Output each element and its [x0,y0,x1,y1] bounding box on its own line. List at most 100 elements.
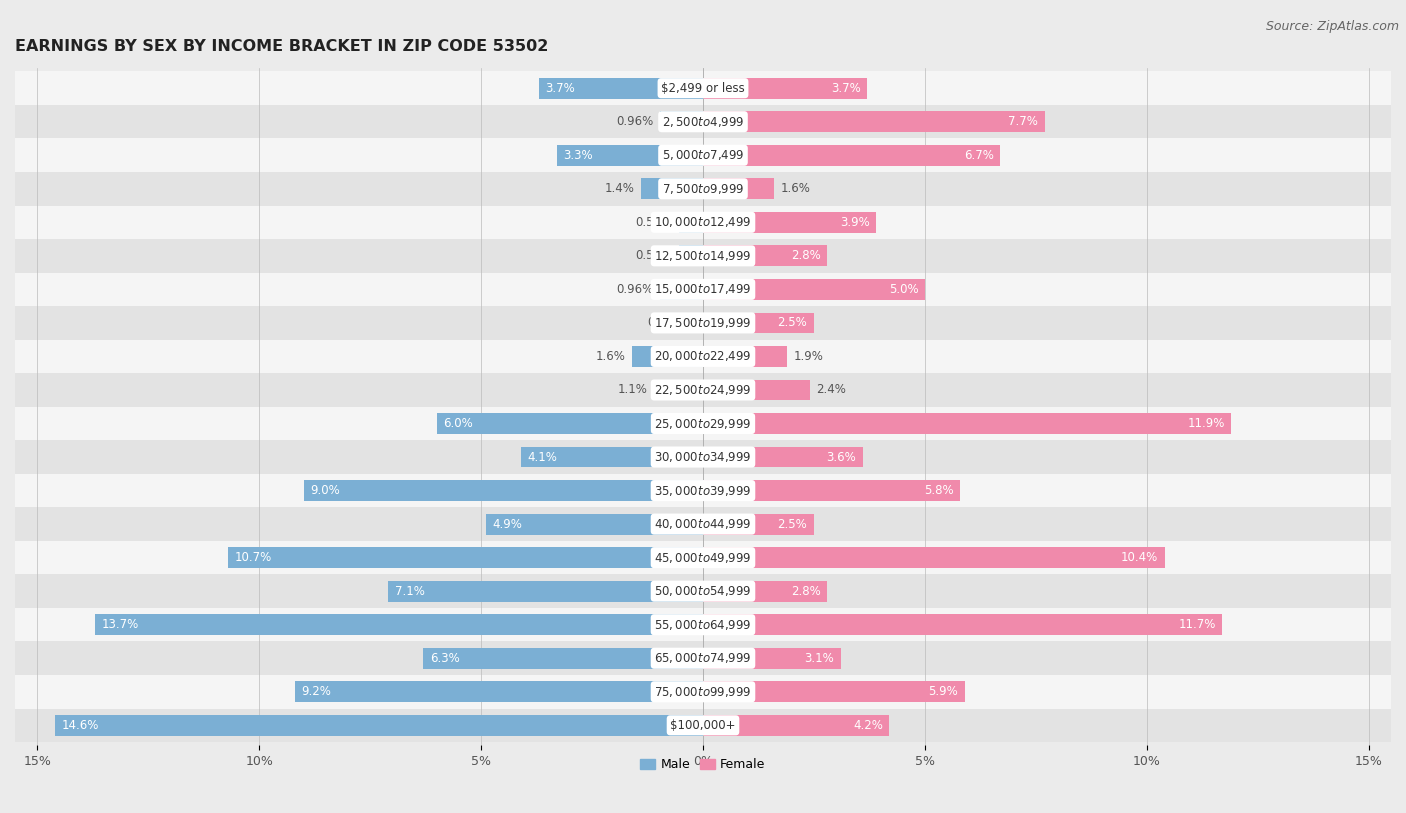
Bar [15,340,1391,373]
Bar [703,346,787,367]
Bar [703,514,814,534]
Bar [228,547,703,568]
Text: 4.1%: 4.1% [527,450,558,463]
Text: 6.7%: 6.7% [965,149,994,162]
Text: $15,000 to $17,499: $15,000 to $17,499 [654,282,752,297]
Text: 3.1%: 3.1% [804,652,834,665]
Text: 0.27%: 0.27% [647,316,685,329]
Text: $30,000 to $34,999: $30,000 to $34,999 [654,450,752,464]
Bar [15,406,1391,441]
Text: 5.0%: 5.0% [889,283,918,296]
Bar [423,648,703,668]
Text: 10.7%: 10.7% [235,551,271,564]
Text: $22,500 to $24,999: $22,500 to $24,999 [654,383,752,397]
Text: 1.1%: 1.1% [617,384,648,397]
Bar [690,312,703,333]
Bar [641,178,703,199]
Bar [654,380,703,400]
Bar [15,474,1391,507]
Bar [703,111,1045,132]
Bar [388,580,703,602]
Text: 7.7%: 7.7% [1008,115,1038,128]
Bar [703,547,1164,568]
Text: 9.2%: 9.2% [301,685,332,698]
Text: 2.5%: 2.5% [778,518,807,531]
Text: $65,000 to $74,999: $65,000 to $74,999 [654,651,752,665]
Text: 4.9%: 4.9% [492,518,522,531]
Text: 7.1%: 7.1% [395,585,425,598]
Text: 3.7%: 3.7% [831,81,860,94]
Bar [15,541,1391,575]
Text: Source: ZipAtlas.com: Source: ZipAtlas.com [1265,20,1399,33]
Bar [538,78,703,98]
Text: 2.8%: 2.8% [792,585,821,598]
Bar [703,178,775,199]
Bar [631,346,703,367]
Bar [15,239,1391,272]
Bar [703,413,1232,434]
Bar [55,715,703,736]
Text: 6.3%: 6.3% [430,652,460,665]
Text: 13.7%: 13.7% [101,618,139,631]
Bar [679,212,703,233]
Text: 5.8%: 5.8% [924,484,953,497]
Text: 3.3%: 3.3% [564,149,593,162]
Bar [15,105,1391,138]
Text: 1.6%: 1.6% [596,350,626,363]
Text: 9.0%: 9.0% [311,484,340,497]
Bar [15,206,1391,239]
Bar [522,446,703,467]
Text: 2.5%: 2.5% [778,316,807,329]
Legend: Male, Female: Male, Female [636,754,770,776]
Text: 14.6%: 14.6% [62,719,98,732]
Bar [703,78,868,98]
Text: $55,000 to $64,999: $55,000 to $64,999 [654,618,752,632]
Text: 2.8%: 2.8% [792,250,821,263]
Bar [679,246,703,266]
Bar [15,138,1391,172]
Bar [703,715,890,736]
Text: EARNINGS BY SEX BY INCOME BRACKET IN ZIP CODE 53502: EARNINGS BY SEX BY INCOME BRACKET IN ZIP… [15,39,548,54]
Text: 11.7%: 11.7% [1178,618,1216,631]
Bar [15,441,1391,474]
Bar [15,72,1391,105]
Text: 0.96%: 0.96% [616,283,654,296]
Text: $2,499 or less: $2,499 or less [661,81,745,94]
Bar [15,575,1391,608]
Text: $75,000 to $99,999: $75,000 to $99,999 [654,685,752,699]
Text: $17,500 to $19,999: $17,500 to $19,999 [654,316,752,330]
Text: 11.9%: 11.9% [1187,417,1225,430]
Bar [15,641,1391,675]
Bar [703,279,925,300]
Bar [15,172,1391,206]
Text: 0.96%: 0.96% [616,115,654,128]
Bar [15,307,1391,340]
Text: 1.6%: 1.6% [780,182,810,195]
Bar [557,145,703,166]
Text: $10,000 to $12,499: $10,000 to $12,499 [654,215,752,229]
Bar [15,709,1391,742]
Bar [703,648,841,668]
Bar [661,111,703,132]
Text: $35,000 to $39,999: $35,000 to $39,999 [654,484,752,498]
Text: 2.4%: 2.4% [817,384,846,397]
Text: 4.2%: 4.2% [853,719,883,732]
Text: $40,000 to $44,999: $40,000 to $44,999 [654,517,752,531]
Bar [703,580,827,602]
Text: $2,500 to $4,999: $2,500 to $4,999 [662,115,744,128]
Bar [703,480,960,501]
Text: 3.9%: 3.9% [839,215,869,228]
Bar [703,312,814,333]
Bar [703,615,1222,635]
Bar [304,480,703,501]
Text: $50,000 to $54,999: $50,000 to $54,999 [654,585,752,598]
Text: $5,000 to $7,499: $5,000 to $7,499 [662,148,744,163]
Text: $100,000+: $100,000+ [671,719,735,732]
Text: $12,500 to $14,999: $12,500 to $14,999 [654,249,752,263]
Text: 0.55%: 0.55% [636,250,672,263]
Bar [485,514,703,534]
Bar [15,507,1391,541]
Bar [703,246,827,266]
Text: $25,000 to $29,999: $25,000 to $29,999 [654,416,752,431]
Text: 10.4%: 10.4% [1121,551,1159,564]
